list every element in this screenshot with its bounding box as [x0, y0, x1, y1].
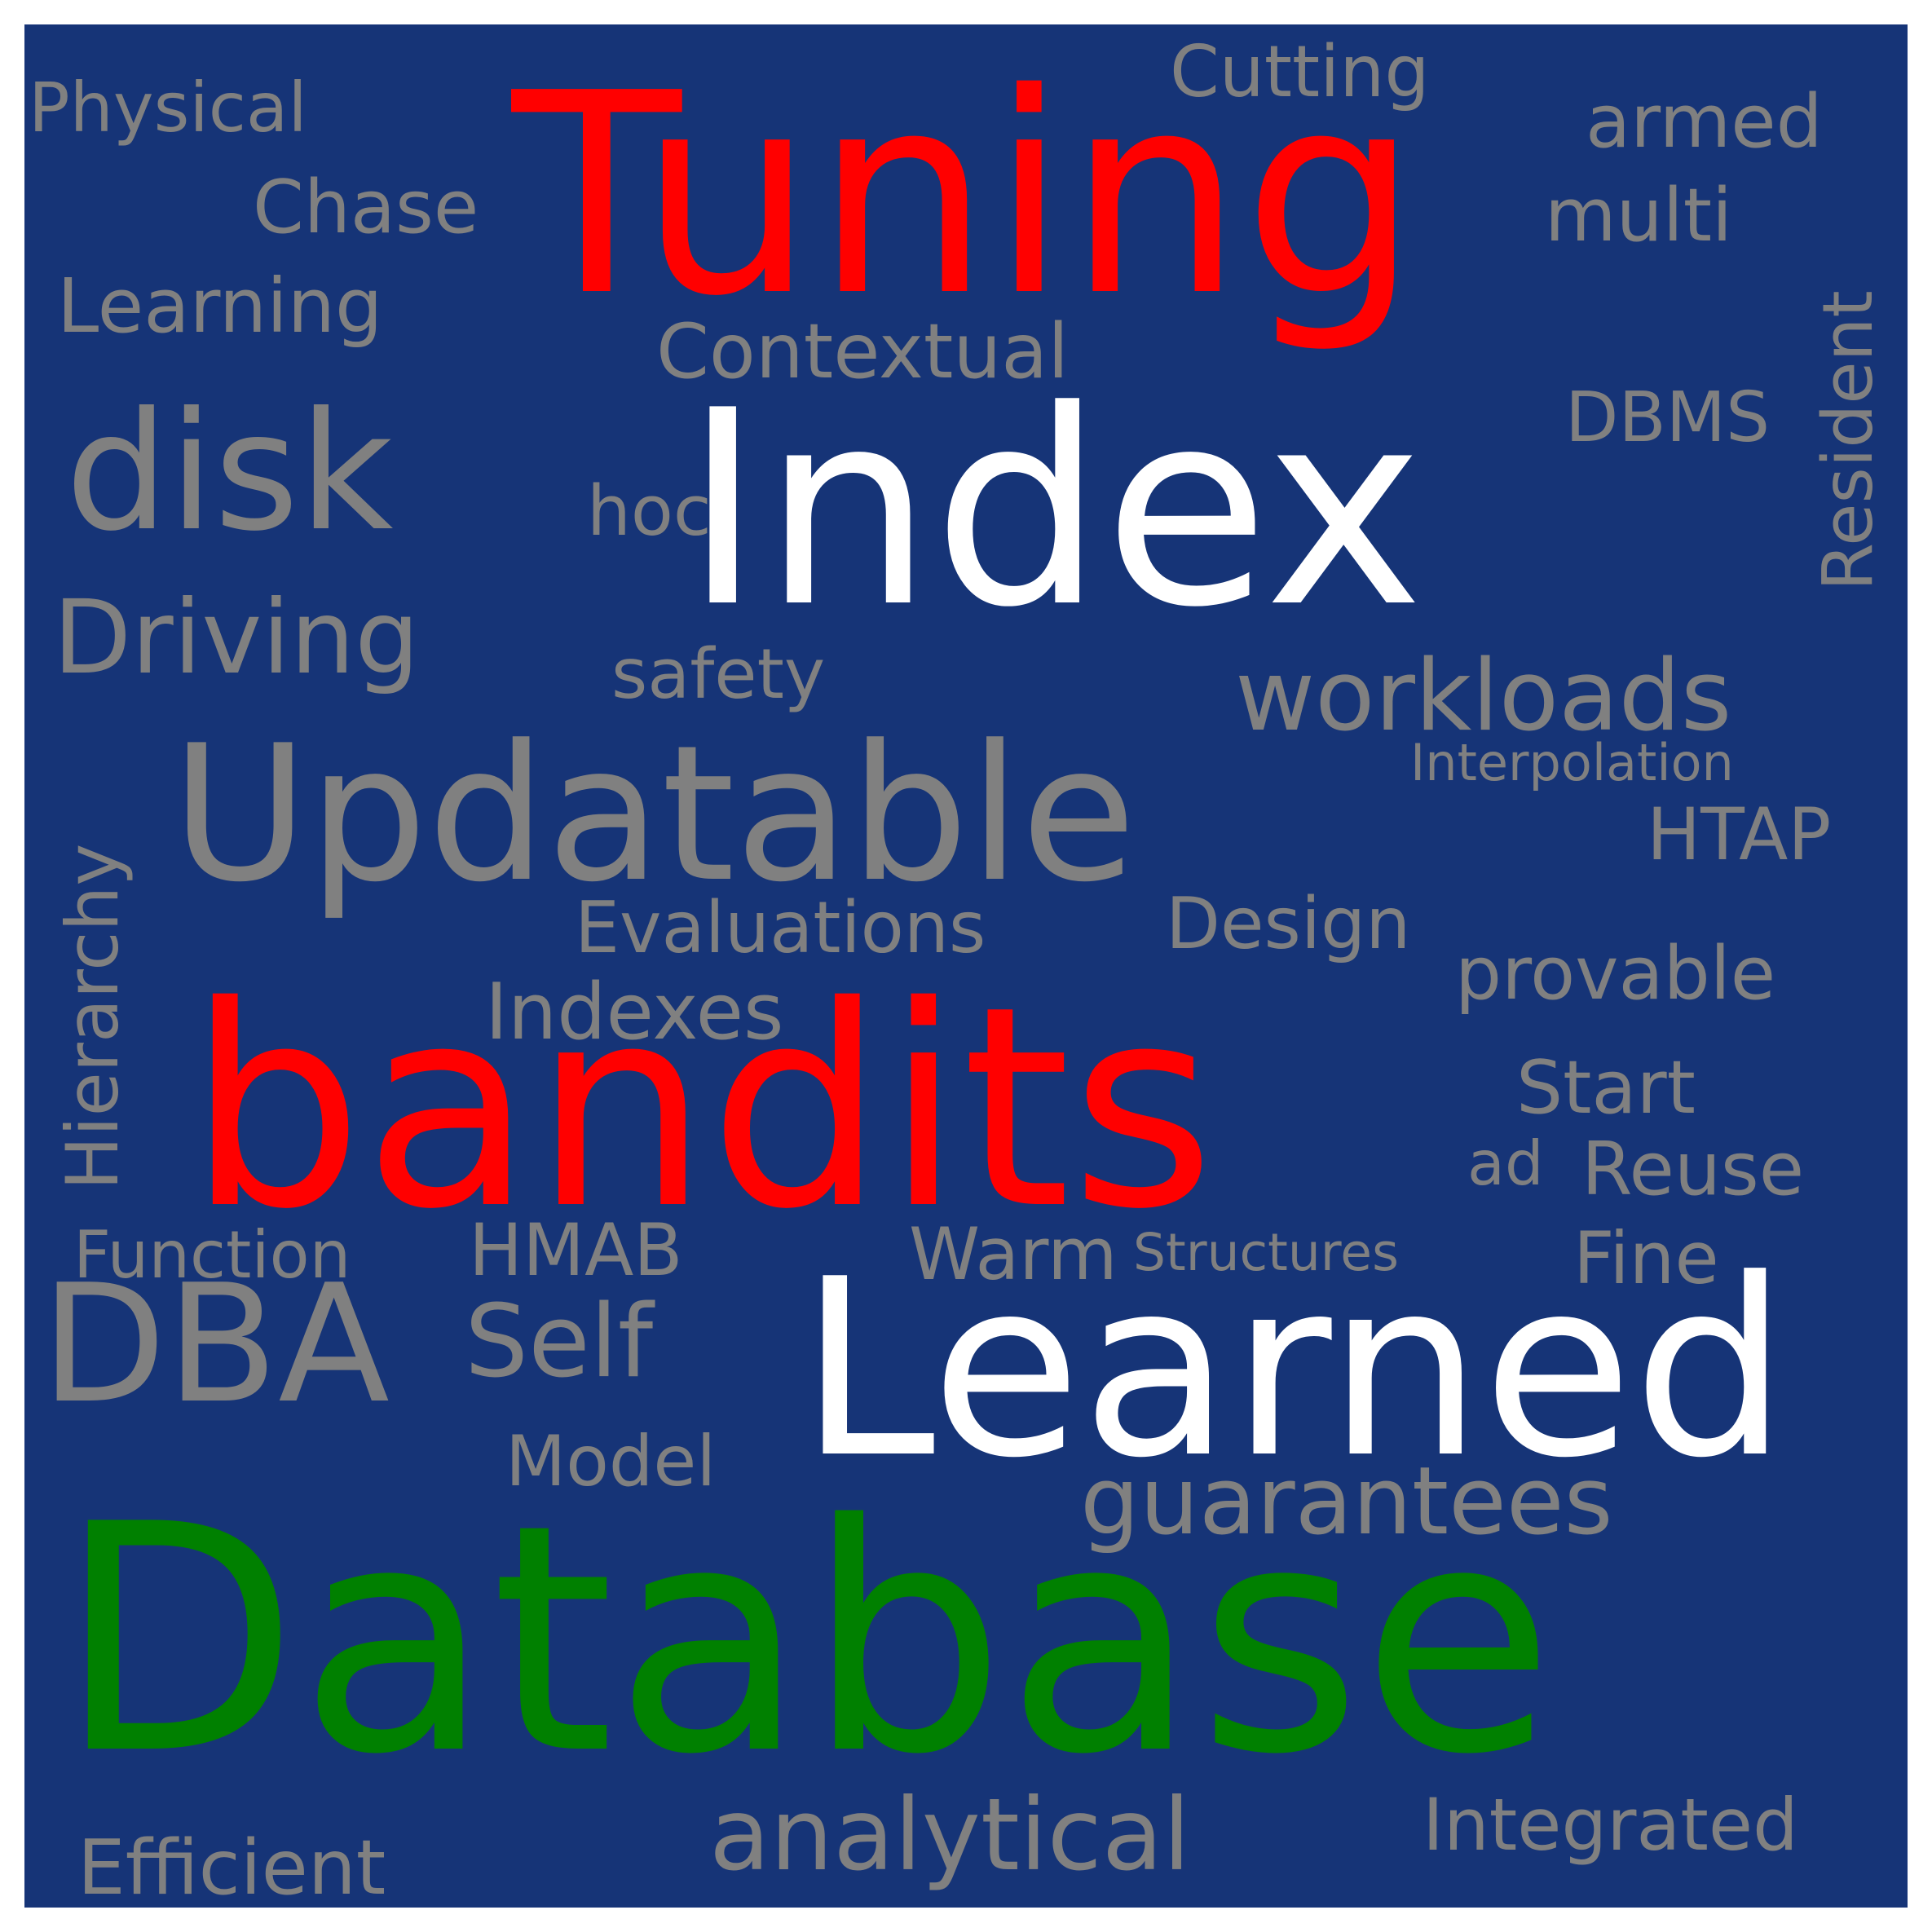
word-hierarchy: Hierarchy	[51, 843, 135, 1190]
word-learned: Learned	[799, 1227, 1789, 1511]
word-model: Model	[505, 1421, 717, 1502]
word-start: Start	[1516, 1045, 1696, 1131]
word-ad: ad	[1467, 1127, 1544, 1199]
word-database: Database	[57, 1458, 1555, 1823]
word-fine: Fine	[1573, 1216, 1719, 1300]
word-multi: multi	[1545, 173, 1733, 258]
word-driving: Driving	[53, 579, 420, 697]
word-dbms: DBMS	[1565, 377, 1771, 458]
word-chase: Chase	[253, 165, 479, 250]
word-tuning: Tuning	[512, 34, 1419, 357]
word-cutting: Cutting	[1170, 30, 1430, 113]
word-dba: DBA	[41, 1250, 390, 1440]
word-workloads: workloads	[1235, 640, 1732, 753]
word-interpolation: Interpolation	[1410, 733, 1734, 792]
word-evaluations: Evaluations	[575, 886, 986, 969]
word-cloud: Tuning Index bandits Learned Database Up…	[24, 24, 1908, 1908]
word-index: Index	[683, 353, 1424, 666]
word-reuse: Reuse	[1581, 1127, 1805, 1212]
word-guarantees: guarantees	[1080, 1447, 1613, 1556]
word-self: Self	[465, 1284, 654, 1400]
word-safety: safety	[611, 634, 826, 715]
word-integrated: Integrated	[1423, 1783, 1798, 1867]
word-hoc: hoc	[587, 471, 712, 552]
word-physical: Physical	[29, 68, 307, 148]
word-analytical: analytical	[709, 1777, 1191, 1893]
word-efficient: Efficient	[77, 1824, 386, 1908]
word-warm: Warm	[909, 1212, 1118, 1296]
word-updatable: Updatable	[171, 706, 1136, 924]
word-indexes: Indexes	[485, 968, 784, 1057]
word-provable: provable	[1455, 931, 1776, 1017]
word-bandits: bandits	[187, 947, 1215, 1270]
word-design: Design	[1166, 882, 1411, 965]
word-resident: Resident	[1808, 290, 1889, 591]
word-function: Function	[73, 1217, 351, 1293]
word-contextual: Contextual	[656, 307, 1070, 395]
word-disk: disk	[65, 377, 394, 567]
word-learning: Learning	[57, 262, 383, 350]
word-armed: armed	[1586, 79, 1823, 165]
word-structures: Structures	[1133, 1223, 1399, 1282]
word-htap: HTAP	[1647, 792, 1832, 876]
word-hmab: HMAB	[469, 1208, 683, 1292]
